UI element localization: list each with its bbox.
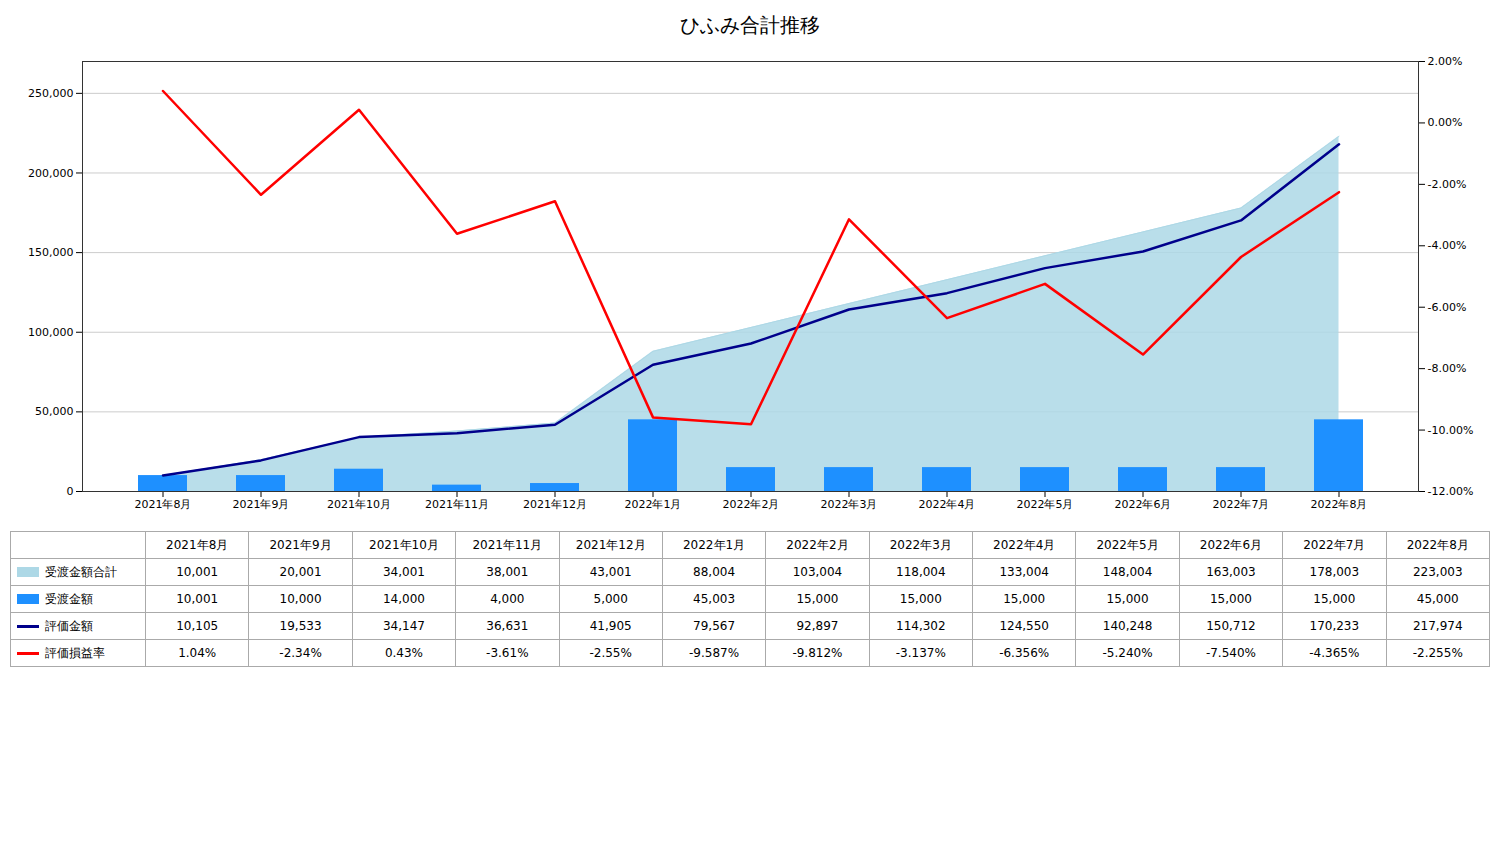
svg-text:50,000: 50,000 (35, 405, 74, 418)
html-text:2022年8月: 2022年8月 (1406, 537, 1469, 552)
html-text:2022年2月: 2022年2月 (786, 537, 849, 552)
html-text:2022年1月: 2022年1月 (683, 537, 746, 552)
html-text:15,000: 15,000 (1003, 592, 1046, 606)
svg-text:200,000: 200,000 (28, 167, 74, 180)
html-text:43,001: 43,001 (589, 565, 632, 579)
html-text:2022年3月: 2022年3月 (889, 537, 952, 552)
html-text:15,000: 15,000 (796, 592, 839, 606)
html-text:2021年9月: 2021年9月 (269, 537, 332, 552)
html-text:10,000: 10,000 (279, 592, 322, 606)
html-text:92,897: 92,897 (796, 619, 839, 633)
html-text:45,003: 45,003 (693, 592, 736, 606)
svg-text:2021年11月: 2021年11月 (425, 498, 489, 511)
html-text:ひふみ合計推移: ひふみ合計推移 (680, 13, 820, 37)
html-text:34,147: 34,147 (382, 619, 425, 633)
svg-text:100,000: 100,000 (28, 326, 74, 339)
html-text:5,000: 5,000 (593, 592, 628, 606)
svg-text:150,000: 150,000 (28, 246, 74, 259)
html-text:45,000: 45,000 (1416, 592, 1459, 606)
html-text:2021年8月: 2021年8月 (166, 537, 229, 552)
svg-text:2022年1月: 2022年1月 (625, 498, 682, 511)
svg-text:2.00%: 2.00% (1428, 55, 1463, 68)
html-text:受渡金額: 受渡金額 (45, 591, 93, 606)
html-text:14,000: 14,000 (382, 592, 425, 606)
html-text:103,004: 103,004 (792, 565, 843, 579)
html-text:0.43%: 0.43% (384, 646, 423, 660)
svg-text:2021年8月: 2021年8月 (135, 498, 192, 511)
svg-text:-10.00%: -10.00% (1428, 424, 1474, 437)
html-text:118,004: 118,004 (896, 565, 946, 579)
html-text:178,003: 178,003 (1309, 565, 1360, 579)
svg-text:-8.00%: -8.00% (1428, 362, 1467, 375)
svg-text:2021年9月: 2021年9月 (233, 498, 290, 511)
svg-text:0: 0 (67, 485, 74, 498)
html-text:133,004: 133,004 (999, 565, 1049, 579)
html-text:79,567: 79,567 (693, 619, 736, 633)
html-text:15,000: 15,000 (1313, 592, 1356, 606)
html-text:19,533: 19,533 (279, 619, 322, 633)
html-text:170,233: 170,233 (1309, 619, 1360, 633)
html-text:34,001: 34,001 (382, 565, 425, 579)
svg-text:-4.00%: -4.00% (1428, 239, 1467, 252)
html-text:-9.587%: -9.587% (689, 646, 740, 660)
html-text:148,004: 148,004 (1102, 565, 1153, 579)
html-text:10,105: 10,105 (176, 619, 219, 633)
html-text:15,000: 15,000 (1106, 592, 1149, 606)
svg-text:2022年6月: 2022年6月 (1115, 498, 1172, 511)
html-text:10,001: 10,001 (176, 565, 219, 579)
html-text:-6.356%: -6.356% (999, 646, 1050, 660)
html-text:10,001: 10,001 (176, 592, 219, 606)
svg-text:2022年2月: 2022年2月 (723, 498, 780, 511)
html-text:-9.812%: -9.812% (792, 646, 843, 660)
svg-text:250,000: 250,000 (28, 87, 74, 100)
svg-text:2021年12月: 2021年12月 (523, 498, 587, 511)
svg-text:2021年10月: 2021年10月 (327, 498, 391, 511)
html-text:-2.34%: -2.34% (279, 646, 322, 660)
svg-text:2022年3月: 2022年3月 (821, 498, 878, 511)
html-text:140,248: 140,248 (1102, 619, 1153, 633)
svg-text:-12.00%: -12.00% (1428, 485, 1474, 498)
html-text:20,001: 20,001 (279, 565, 322, 579)
svg-text:-2.00%: -2.00% (1428, 178, 1467, 191)
html-text:-2.255%: -2.255% (1412, 646, 1463, 660)
html-text:-5.240%: -5.240% (1102, 646, 1153, 660)
html-text:-2.55%: -2.55% (589, 646, 632, 660)
html-text:4,000: 4,000 (490, 592, 525, 606)
html-text:2022年6月: 2022年6月 (1199, 537, 1262, 552)
html-text:163,003: 163,003 (1206, 565, 1256, 579)
html-text:150,712: 150,712 (1206, 619, 1256, 633)
html-text:2022年4月: 2022年4月 (993, 537, 1056, 552)
html-text:2022年5月: 2022年5月 (1096, 537, 1159, 552)
html-text:15,000: 15,000 (899, 592, 942, 606)
svg-text:2022年7月: 2022年7月 (1213, 498, 1270, 511)
svg-text:2022年4月: 2022年4月 (919, 498, 976, 511)
html-text:1.04%: 1.04% (178, 646, 217, 660)
html-text:-4.365%: -4.365% (1309, 646, 1360, 660)
html-text:2022年7月: 2022年7月 (1303, 537, 1366, 552)
html-text:38,001: 38,001 (486, 565, 529, 579)
html-text:2021年11月: 2021年11月 (472, 537, 543, 552)
html-text:41,905: 41,905 (589, 619, 632, 633)
html-text:223,003: 223,003 (1412, 565, 1463, 579)
html-text:124,550: 124,550 (999, 619, 1049, 633)
html-text:-3.137%: -3.137% (895, 646, 946, 660)
html-text:受渡金額合計: 受渡金額合計 (45, 564, 117, 579)
html-text:36,631: 36,631 (486, 619, 529, 633)
svg-text:2022年5月: 2022年5月 (1017, 498, 1074, 511)
html-text:15,000: 15,000 (1209, 592, 1252, 606)
html-text:評価金額: 評価金額 (45, 618, 93, 633)
html-text:2021年10月: 2021年10月 (369, 537, 439, 552)
html-text:-7.540%: -7.540% (1205, 646, 1256, 660)
html-text:88,004: 88,004 (693, 565, 736, 579)
html-text:217,974: 217,974 (1412, 619, 1463, 633)
html-text:2021年12月: 2021年12月 (575, 537, 646, 552)
svg-text:0.00%: 0.00% (1428, 116, 1463, 129)
svg-text:-6.00%: -6.00% (1428, 301, 1467, 314)
html-text:評価損益率: 評価損益率 (45, 645, 105, 660)
html-text:114,302: 114,302 (896, 619, 946, 633)
html-text:-3.61%: -3.61% (486, 646, 529, 660)
svg-text:2022年8月: 2022年8月 (1311, 498, 1368, 511)
